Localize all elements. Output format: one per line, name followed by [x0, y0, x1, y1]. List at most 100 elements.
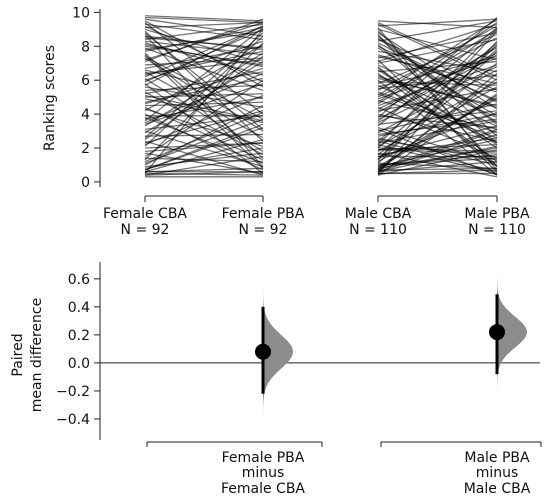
bottom-y-axis-label-line2: mean difference	[29, 298, 45, 412]
top-x-spines	[144, 195, 498, 202]
top-y-tick-label: 2	[81, 141, 90, 157]
top-y-tick-label: 4	[81, 107, 90, 123]
slope-line	[377, 120, 498, 144]
slope-line	[144, 57, 264, 66]
slope-line	[377, 45, 498, 102]
condition-n-female-pba: N = 92	[239, 222, 288, 238]
slopegraph-panel: Ranking scores 0 2 4 6 8 10 Female CBA N = 92…	[42, 5, 530, 238]
bottom-y-axis-label-line1: Paired	[10, 333, 26, 376]
slope-line	[144, 93, 264, 98]
slope-line	[377, 111, 498, 159]
slope-line	[144, 22, 264, 115]
condition-label-female-cba: Female CBA	[103, 206, 187, 222]
slope-line	[144, 18, 264, 37]
bottom-y-tick-label: −0.2	[56, 384, 90, 400]
slope-line	[377, 23, 498, 81]
slope-line	[377, 160, 498, 173]
top-y-tick-label: 0	[81, 175, 90, 191]
slope-line	[377, 42, 498, 103]
slope-line	[377, 86, 498, 152]
bootstrap-distribution	[263, 276, 293, 438]
slope-line	[377, 18, 498, 27]
slope-line	[144, 54, 264, 169]
slope-line	[144, 59, 264, 75]
condition-label-female-pba: Female PBA	[222, 206, 305, 222]
slope-lines	[144, 15, 498, 178]
comparison-brackets	[146, 441, 542, 447]
slope-line	[377, 50, 498, 161]
slope-line	[144, 77, 264, 152]
slope-line	[377, 147, 498, 153]
slope-line	[377, 113, 498, 142]
slope-line	[144, 47, 264, 91]
slope-line	[377, 59, 498, 173]
slope-line	[377, 128, 498, 176]
bottom-y-ticks: −0.4 −0.2 0.0 0.2 0.4 0.6	[56, 272, 100, 428]
slope-line	[377, 94, 498, 168]
top-y-tick-label: 6	[81, 73, 90, 89]
slope-line	[144, 27, 264, 53]
slope-line	[377, 74, 498, 127]
bottom-y-tick-label: 0.4	[68, 300, 90, 316]
slope-line	[144, 25, 264, 86]
slope-line	[144, 21, 264, 61]
condition-n-male-cba: N = 110	[349, 222, 407, 238]
slope-line	[144, 71, 264, 139]
slope-line	[377, 25, 498, 91]
slope-line	[377, 30, 498, 137]
condition-label-male-cba: Male CBA	[345, 206, 412, 222]
bottom-y-tick-label: 0.6	[68, 272, 90, 288]
bootstrap-distribution	[497, 269, 527, 403]
slope-line	[377, 169, 498, 175]
slope-line	[144, 142, 264, 149]
slope-line	[377, 20, 498, 29]
slope-line	[377, 128, 498, 169]
comparison-label-female-line1: Female PBA	[222, 450, 305, 466]
condition-n-female-cba: N = 92	[121, 222, 170, 238]
slope-line	[144, 84, 264, 92]
top-y-ticks: 0 2 4 6 8 10	[72, 5, 100, 191]
slope-line	[144, 32, 264, 130]
slope-line	[377, 66, 498, 124]
slope-line	[377, 32, 498, 110]
top-y-tick-label: 10	[72, 5, 90, 21]
slope-line	[144, 110, 264, 144]
mean-difference-point	[489, 324, 505, 341]
slope-line	[377, 38, 498, 64]
slope-line	[144, 123, 264, 171]
slope-line	[144, 138, 264, 173]
slope-line	[377, 30, 498, 161]
slope-line	[377, 60, 498, 73]
slope-line	[144, 155, 264, 176]
slope-line	[377, 21, 498, 78]
slope-line	[144, 172, 264, 176]
slope-line	[144, 23, 264, 41]
slope-line	[144, 15, 264, 22]
comparison-label-female-line3: Female CBA	[221, 481, 305, 497]
slope-line	[144, 79, 264, 158]
slope-line	[377, 22, 498, 103]
slope-line	[377, 42, 498, 142]
slope-line	[144, 101, 264, 107]
comparison-label-male-line3: Male CBA	[464, 481, 531, 497]
slope-line	[144, 40, 264, 56]
comparison-label-male-line2: minus	[476, 465, 519, 481]
slope-line	[144, 45, 264, 69]
slope-line	[144, 111, 264, 163]
slope-line	[144, 35, 264, 147]
slope-line	[377, 18, 498, 97]
mean-difference-point	[255, 343, 271, 360]
slope-line	[377, 54, 498, 120]
slope-line	[144, 77, 264, 103]
comparison-label-female-line2: minus	[242, 465, 285, 481]
top-y-tick-label: 8	[81, 39, 90, 55]
slope-line	[377, 27, 498, 171]
comparison-label-male-line1: Male PBA	[464, 450, 530, 466]
estimates	[255, 269, 527, 438]
slope-line	[377, 28, 498, 61]
slope-line	[377, 20, 498, 42]
condition-label-male-pba: Male PBA	[464, 206, 530, 222]
slope-line	[377, 110, 498, 125]
slope-line	[377, 127, 498, 164]
slope-line	[377, 74, 498, 90]
